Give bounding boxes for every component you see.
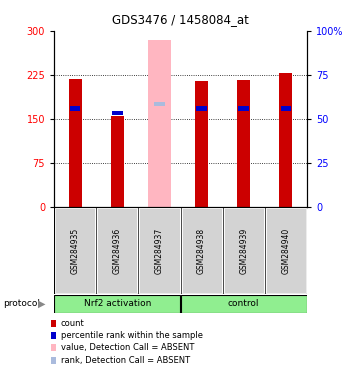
Bar xyxy=(138,207,180,294)
Bar xyxy=(195,81,208,207)
Bar xyxy=(154,102,165,106)
Text: GDS3476 / 1458084_at: GDS3476 / 1458084_at xyxy=(112,13,249,26)
Text: percentile rank within the sample: percentile rank within the sample xyxy=(61,331,203,340)
Bar xyxy=(237,79,250,207)
Bar xyxy=(148,40,171,207)
Bar xyxy=(238,106,249,111)
Bar xyxy=(96,207,138,294)
Text: Nrf2 activation: Nrf2 activation xyxy=(84,299,151,308)
Text: count: count xyxy=(61,319,84,328)
Text: GSM284938: GSM284938 xyxy=(197,227,206,274)
Bar xyxy=(196,106,207,111)
Bar xyxy=(180,207,223,294)
Text: protocol: protocol xyxy=(4,299,40,308)
Text: GSM284937: GSM284937 xyxy=(155,227,164,274)
Bar xyxy=(279,73,292,207)
Bar xyxy=(54,207,96,294)
Bar xyxy=(265,207,307,294)
Text: GSM284939: GSM284939 xyxy=(239,227,248,274)
Text: GSM284936: GSM284936 xyxy=(113,227,122,274)
Bar xyxy=(70,106,81,111)
Text: GSM284935: GSM284935 xyxy=(71,227,80,274)
Bar xyxy=(69,79,82,207)
Bar xyxy=(223,207,265,294)
Text: rank, Detection Call = ABSENT: rank, Detection Call = ABSENT xyxy=(61,356,190,365)
Text: value, Detection Call = ABSENT: value, Detection Call = ABSENT xyxy=(61,343,194,353)
Bar xyxy=(280,106,291,111)
Bar xyxy=(180,295,307,313)
Bar xyxy=(54,295,180,313)
Bar xyxy=(111,116,123,207)
Bar xyxy=(112,111,123,115)
Text: GSM284940: GSM284940 xyxy=(281,227,290,274)
Text: ▶: ▶ xyxy=(38,299,45,309)
Text: control: control xyxy=(228,299,260,308)
